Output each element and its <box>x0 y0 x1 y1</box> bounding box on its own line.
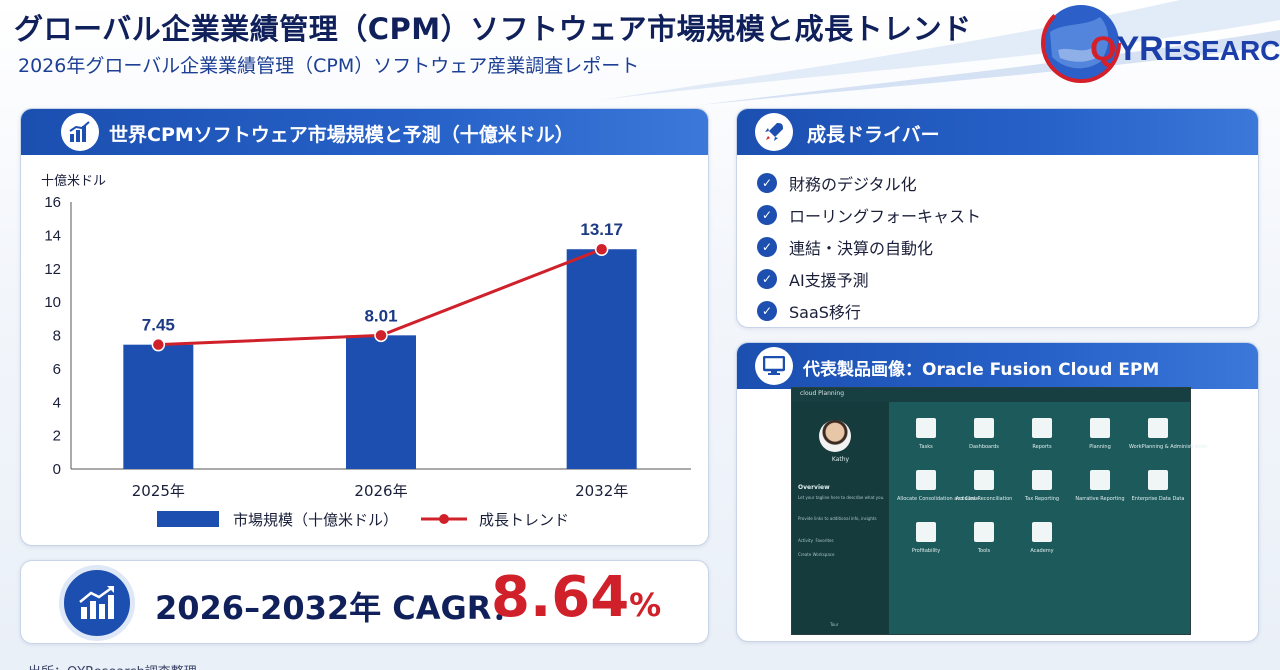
bar <box>346 335 416 469</box>
y-tick-label: 0 <box>53 461 61 478</box>
tile: Narrative Reporting <box>1071 470 1129 502</box>
qyresearch-logo: QYRESEARCH <box>1040 2 1280 92</box>
tile: WorkPlanning & Administration <box>1129 418 1207 450</box>
monitor-icon <box>755 347 793 385</box>
cagr-label: 2026–2032年 CAGR： <box>155 589 524 627</box>
product-panel-header: 代表製品画像：Oracle Fusion Cloud EPM <box>737 343 1258 389</box>
legend-bar-swatch <box>157 511 219 527</box>
tile: Academy <box>1013 522 1071 554</box>
screenshot-tabs: Activity Favorites <box>798 538 834 543</box>
tile: Planning <box>1071 418 1129 450</box>
y-axis-label: 十億米ドル <box>41 173 106 189</box>
drivers-list: ✓ 財務のデジタル化 ✓ ローリングフォーキャスト ✓ 連結・決算の自動化 ✓ AI支援… <box>757 167 981 327</box>
list-item: ✓ SaaS移行 <box>757 295 981 327</box>
drivers-panel-header: 成長ドライバー <box>737 109 1258 155</box>
bar-chart-icon <box>61 113 99 151</box>
chart-panel-title: 世界CPMソフトウェア市場規模と予測（十億米ドル） <box>109 124 574 146</box>
list-item: ✓ 財務のデジタル化 <box>757 167 981 199</box>
legend-line-point <box>439 514 449 524</box>
tile: Tasks <box>897 418 955 450</box>
y-tick-label: 2 <box>53 428 61 445</box>
avatar <box>819 420 851 452</box>
tile: Profitability <box>897 522 955 554</box>
product-panel-title: 代表製品画像：Oracle Fusion Cloud EPM <box>803 360 1160 380</box>
bar <box>566 249 637 469</box>
check-icon: ✓ <box>757 269 777 289</box>
legend-label: 成長トレンド <box>479 511 569 529</box>
data-label: 8.01 <box>364 306 397 325</box>
logo-wordmark: QYRESEARCH <box>1090 30 1280 68</box>
list-item: ✓ 連結・決算の自動化 <box>757 231 981 263</box>
check-icon: ✓ <box>757 237 777 257</box>
rocket-icon <box>755 113 793 151</box>
screenshot-text: Provide links to additional info, insigh… <box>798 516 877 521</box>
drivers-panel-title: 成長ドライバー <box>807 124 940 146</box>
x-tick-label: 2032年 <box>575 482 628 500</box>
growth-drivers-panel: 成長ドライバー ✓ 財務のデジタル化 ✓ ローリングフォーキャスト ✓ 連結・決算の自… <box>736 108 1259 328</box>
growth-chart-icon <box>59 565 135 641</box>
chart-panel-header: 世界CPMソフトウェア市場規模と予測（十億米ドル） <box>21 109 708 155</box>
check-icon: ✓ <box>757 173 777 193</box>
x-tick-label: 2026年 <box>354 482 407 500</box>
screenshot-username: Kathy <box>831 456 850 463</box>
y-tick-label: 10 <box>44 294 61 311</box>
y-tick-label: 14 <box>44 227 61 244</box>
trend-point <box>594 242 609 256</box>
screenshot-sidebar: Kathy Overview Let your tagline here to … <box>792 402 889 634</box>
y-tick-label: 16 <box>44 194 61 211</box>
x-tick-label: 2025年 <box>132 482 185 500</box>
tile: Reports <box>1013 418 1071 450</box>
check-icon: ✓ <box>757 205 777 225</box>
screenshot-overview: Overview <box>798 484 830 491</box>
y-tick-label: 4 <box>53 394 61 411</box>
y-tick-label: 8 <box>53 328 61 345</box>
screenshot-tour: Tour <box>830 622 839 627</box>
trend-point <box>374 328 388 343</box>
tile: Account Reconciliation <box>955 470 1013 502</box>
cagr-value: 8.64% <box>491 565 662 630</box>
y-tick-label: 6 <box>53 361 61 378</box>
legend-label: 市場規模（十億米ドル） <box>233 511 398 529</box>
trend-point <box>151 337 166 352</box>
bar <box>123 344 194 469</box>
tile: Dashboards <box>955 418 1013 450</box>
screenshot-text: Let your tagline here to describe what y… <box>798 495 885 500</box>
list-item: ✓ ローリングフォーキャスト <box>757 199 981 231</box>
product-image-panel: 代表製品画像：Oracle Fusion Cloud EPM cloud Pla… <box>736 342 1259 642</box>
product-screenshot: cloud Planning Kathy Overview Let your t… <box>791 387 1207 635</box>
tile: Allocate Consolidation and Close <box>897 470 979 502</box>
check-icon: ✓ <box>757 301 777 321</box>
y-tick-label: 12 <box>44 261 61 278</box>
tile: Tax Reporting <box>1013 470 1071 502</box>
page-subtitle: 2026年グローバル企業業績管理（CPM）ソフトウェア産業調査レポート <box>18 55 640 77</box>
source-note: 出所：QYResearch調査整理 <box>28 661 197 670</box>
globe-icon <box>1041 3 1121 83</box>
list-item: ✓ AI支援予測 <box>757 263 981 295</box>
screenshot-tiles: Tasks Dashboards Reports Planning WorkPl… <box>897 408 1207 628</box>
screenshot-topbar: cloud Planning <box>792 388 1190 402</box>
data-label: 13.17 <box>580 220 623 239</box>
cagr-panel: 2026–2032年 CAGR： 8.64% <box>20 560 709 644</box>
tile: Tools <box>955 522 1013 554</box>
tile: Enterprise Data Data <box>1129 470 1187 502</box>
market-size-chart: 十億米ドル 0 2 4 6 8 10 12 14 16 2025年 2026年 2032年 7.45 8.0… <box>41 173 691 529</box>
data-label: 7.45 <box>142 316 175 335</box>
screenshot-text: Create Workspace <box>798 552 835 557</box>
page-title: グローバル企業業績管理（CPM）ソフトウェア市場規模と成長トレンド <box>14 12 972 46</box>
market-size-chart-panel: 世界CPMソフトウェア市場規模と予測（十億米ドル） 十億米ドル 0 2 4 6 8 10 12… <box>20 108 709 546</box>
